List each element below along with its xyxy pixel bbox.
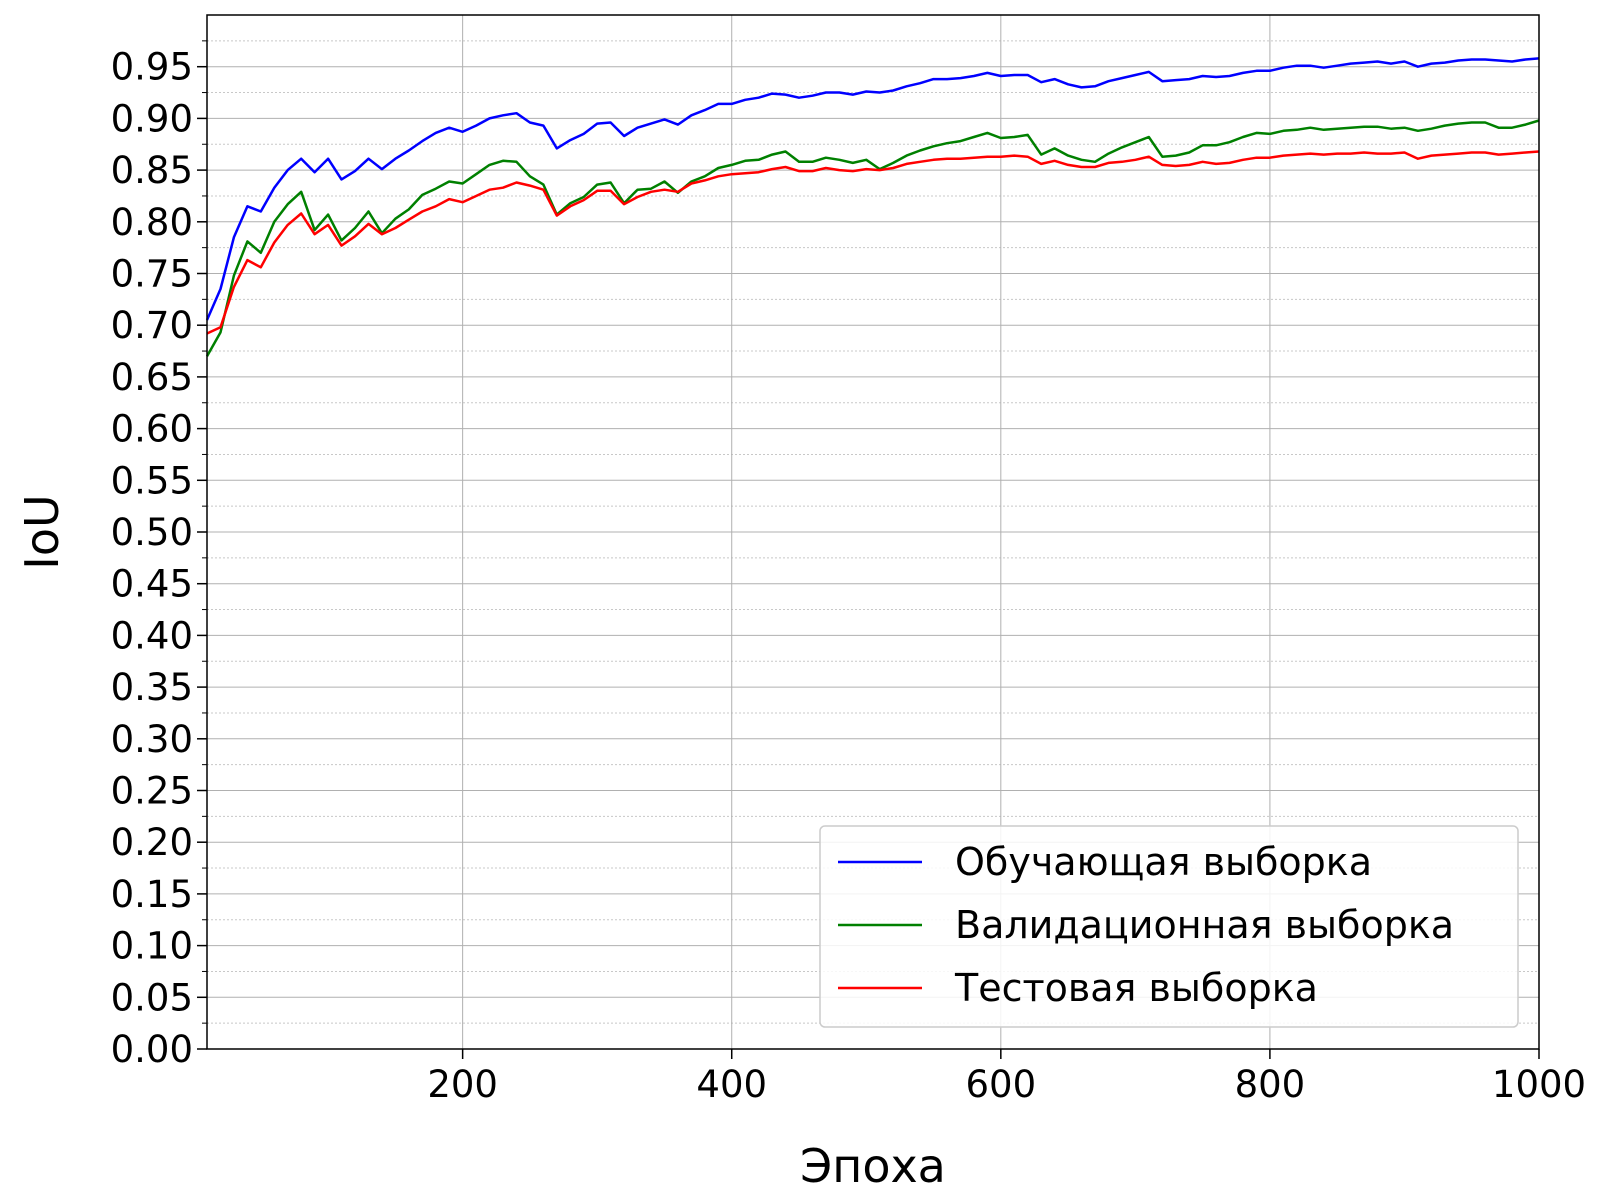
y-tick-label: 0.95: [111, 46, 193, 89]
y-tick-label: 0.50: [111, 511, 193, 554]
y-tick-label: 0.40: [111, 614, 193, 657]
y-tick-label: 0.45: [111, 563, 193, 606]
legend-label-3: Тестовая выборка: [954, 966, 1318, 1010]
legend-label-2: Валидационная выборка: [955, 903, 1454, 947]
legend-label-1: Обучающая выборка: [955, 840, 1372, 884]
y-tick-label: 0.10: [111, 925, 193, 968]
legend-box: [819, 825, 1519, 1028]
y-tick-label: 0.30: [111, 718, 193, 761]
x-tick-label: 200: [427, 1063, 498, 1106]
x-tick-label: 400: [696, 1063, 767, 1106]
series-line-1: [205, 57, 1540, 321]
y-axis-label: IoU: [15, 494, 69, 569]
series-line-2: [205, 119, 1540, 357]
y-tick-label: 0.15: [111, 873, 193, 916]
x-tick-label: 800: [1235, 1063, 1306, 1106]
legend: Обучающая выборка Валидационная выборка Те…: [819, 825, 1519, 1028]
x-tick-label: 600: [966, 1063, 1037, 1106]
y-tick-label: 0.35: [111, 666, 193, 709]
y-tick-label: 0.05: [111, 976, 193, 1019]
y-tick-label: 0.85: [111, 149, 193, 192]
x-axis-label: Эпоха: [800, 1139, 946, 1193]
ticks: 0.00 0.05 0.10 0.15 0.20 0.25 0.30 0.35 0.40 0.45…: [111, 40, 1586, 1106]
y-tick-label: 0.90: [111, 97, 193, 140]
series-line-3: [206, 150, 1540, 335]
y-tick-label: 0.65: [111, 356, 193, 399]
y-tick-label: 0.75: [111, 253, 193, 296]
series-lines: [205, 57, 1540, 357]
y-tick-label: 0.70: [111, 304, 193, 347]
y-tick-label: 0.55: [111, 459, 193, 502]
y-tick-label: 0.00: [111, 1028, 193, 1071]
y-tick-label: 0.20: [111, 821, 193, 864]
x-tick-label: 1000: [1492, 1063, 1586, 1106]
y-tick-label: 0.60: [111, 408, 193, 451]
y-tick-label: 0.25: [111, 770, 193, 813]
y-tick-label: 0.80: [111, 201, 193, 244]
